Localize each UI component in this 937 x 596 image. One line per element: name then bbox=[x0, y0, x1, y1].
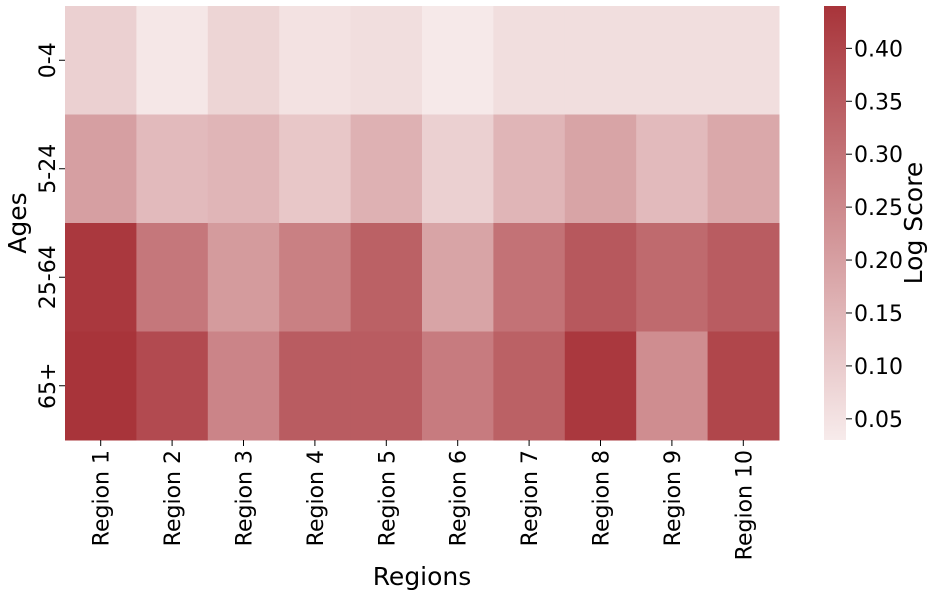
heatmap-cell bbox=[65, 223, 137, 332]
heatmap-cell bbox=[707, 114, 780, 224]
heatmap-cell bbox=[279, 6, 352, 115]
colorbar-tick-label: 0.25 bbox=[854, 196, 903, 221]
heatmap-cell bbox=[422, 114, 494, 224]
heatmap-cell bbox=[564, 331, 637, 441]
heatmap-cell bbox=[65, 114, 137, 224]
x-tick-label: Region 10 bbox=[732, 450, 757, 560]
colorbar-tick-label: 0.30 bbox=[854, 143, 903, 168]
heatmap-cell bbox=[422, 331, 494, 441]
heatmap-cell bbox=[279, 114, 352, 224]
heatmap-cell bbox=[136, 114, 209, 224]
colorbar-label: Log Score bbox=[899, 162, 928, 285]
heatmap-cell bbox=[207, 331, 280, 441]
heatmap-cell bbox=[636, 114, 709, 224]
heatmap-cell bbox=[564, 223, 637, 332]
heatmap-cell bbox=[422, 6, 494, 115]
heatmap-cell bbox=[493, 331, 566, 441]
y-tick-label: 25-64 bbox=[36, 245, 61, 309]
y-tick-label: 0-4 bbox=[36, 42, 61, 78]
heatmap-cell bbox=[65, 331, 137, 441]
x-tick-label: Region 3 bbox=[233, 450, 258, 546]
heatmap-cell bbox=[207, 6, 280, 115]
heatmap-cell bbox=[707, 223, 780, 332]
heatmap-cell bbox=[636, 6, 709, 115]
heatmap-cell bbox=[493, 6, 566, 115]
heatmap-cell bbox=[65, 6, 137, 115]
y-axis-label: Ages bbox=[3, 192, 32, 253]
heatmap-cell bbox=[136, 331, 209, 441]
colorbar-tick-label: 0.10 bbox=[854, 355, 903, 380]
x-tick-label: Region 9 bbox=[661, 450, 686, 546]
x-tick-label: Region 8 bbox=[590, 450, 615, 546]
heatmap-cell bbox=[636, 223, 709, 332]
heatmap-cell bbox=[350, 6, 423, 115]
heatmap-cell bbox=[493, 223, 566, 332]
heatmap-cell bbox=[350, 331, 423, 441]
heatmap-cell bbox=[207, 223, 280, 332]
colorbar-tick-label: 0.40 bbox=[854, 37, 903, 62]
heatmap-cell bbox=[207, 114, 280, 224]
heatmap-cell bbox=[279, 223, 352, 332]
x-tick-label: Region 6 bbox=[447, 450, 472, 546]
heatmap-cell bbox=[350, 223, 423, 332]
heatmap-cell bbox=[136, 223, 209, 332]
heatmap-cell bbox=[636, 331, 709, 441]
x-tick-label: Region 7 bbox=[518, 450, 543, 546]
heatmap-cell bbox=[707, 331, 780, 441]
heatmap-cell bbox=[564, 6, 637, 115]
heatmap-cell bbox=[350, 114, 423, 224]
colorbar bbox=[824, 6, 846, 440]
colorbar-tick-label: 0.20 bbox=[854, 249, 903, 274]
x-tick-label: Region 2 bbox=[161, 450, 186, 546]
colorbar-tick-label: 0.35 bbox=[854, 90, 903, 115]
heatmap-cell bbox=[707, 6, 780, 115]
x-tick-label: Region 5 bbox=[375, 450, 400, 546]
heatmap-cell bbox=[136, 6, 209, 115]
y-tick-label: 65+ bbox=[36, 363, 61, 409]
heatmap-cell bbox=[422, 223, 494, 332]
heatmap-cell bbox=[564, 114, 637, 224]
heatmap-cell bbox=[493, 114, 566, 224]
colorbar-tick-label: 0.05 bbox=[854, 408, 903, 433]
colorbar-tick-label: 0.15 bbox=[854, 302, 903, 327]
heatmap-cell bbox=[279, 331, 352, 441]
x-axis-label: Regions bbox=[373, 562, 472, 591]
y-tick-label: 5-24 bbox=[36, 144, 61, 194]
x-tick-label: Region 1 bbox=[90, 450, 115, 546]
x-tick-label: Region 4 bbox=[304, 450, 329, 546]
